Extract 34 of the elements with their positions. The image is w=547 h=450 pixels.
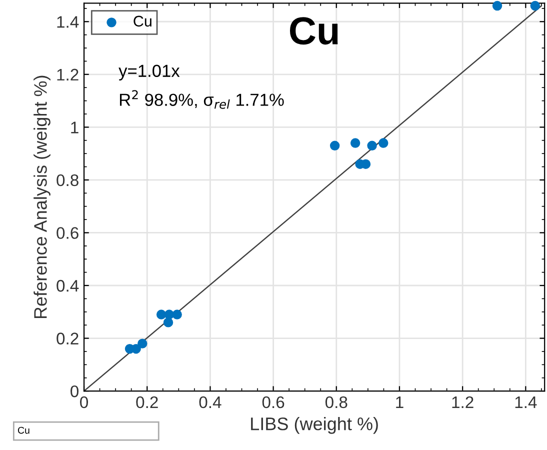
y-tick-label: 0.4 [56,280,79,292]
x-tick-label: 1.2 [452,396,474,408]
y-tick-label: 0 [70,385,79,398]
y-axis-title: Reference Analysis (weight %) [34,76,50,318]
x-tick-label: 0.8 [325,396,348,408]
text: Cu [18,426,30,434]
x-tick-label: 0.4 [199,396,222,408]
y-tick-label: 1 [71,122,78,134]
x-tick-label: 1 [396,396,404,408]
x-tick-label: 0 [80,396,88,408]
y-tick-label: 0.6 [56,227,78,239]
x-tick-label: 0.6 [262,396,284,408]
y-tick-label: 0.2 [56,332,78,344]
point [530,0,540,11]
y-tick-label: 1.4 [57,16,79,28]
point [163,318,174,328]
point [156,310,166,320]
legend-label: Cu [134,16,152,27]
x-tick-label: 1.4 [515,396,537,408]
point [330,140,340,151]
point [350,138,360,148]
y-tick-label: 0.8 [56,174,78,186]
y-tick-label: 1.2 [57,68,78,80]
point [378,138,388,148]
point [492,0,502,11]
x-tick-label: 0.2 [136,396,158,408]
annotation: y=1.01x [118,64,180,80]
point [172,310,182,320]
x-axis-title: LIBS (weight %) [251,417,378,434]
chart-title: Cu [290,17,338,45]
point [131,344,141,354]
point [138,338,148,348]
annotation: R$^{2}$ 98.9%, σ$_{rel}$ 1.71% [120,90,284,109]
point [367,140,377,151]
